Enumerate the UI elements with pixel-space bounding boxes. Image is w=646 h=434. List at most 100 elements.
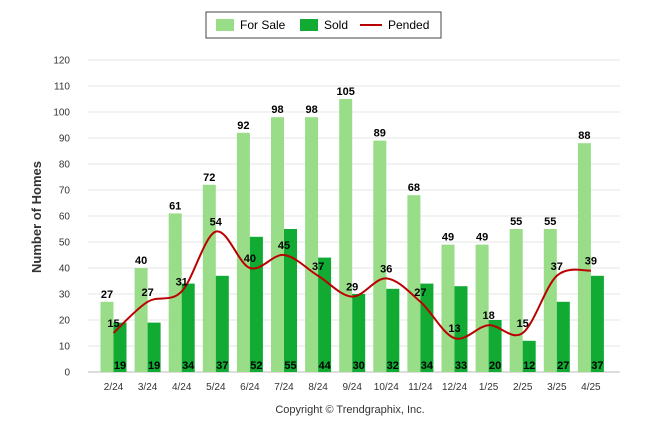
y-tick-label: 120 bbox=[53, 56, 70, 67]
data-label-for-sale: 89 bbox=[374, 128, 386, 140]
bar-for-sale bbox=[407, 195, 421, 372]
y-tick-label: 20 bbox=[59, 316, 71, 327]
data-label-pended: 27 bbox=[141, 287, 153, 299]
data-label-sold: 27 bbox=[557, 360, 569, 372]
y-tick-label: 100 bbox=[53, 108, 70, 119]
bars bbox=[100, 99, 604, 372]
bar-sold bbox=[147, 322, 161, 372]
bar-sold bbox=[522, 340, 536, 372]
data-label-for-sale: 105 bbox=[337, 86, 355, 98]
data-label-pended: 15 bbox=[517, 318, 529, 330]
y-tick-label: 10 bbox=[59, 342, 71, 353]
data-label-for-sale: 27 bbox=[101, 289, 113, 301]
data-label-sold: 20 bbox=[489, 360, 501, 372]
x-tick-label: 4/24 bbox=[172, 382, 192, 393]
data-label-for-sale: 49 bbox=[442, 232, 454, 244]
data-labels: 27 19 40 19 61 34 72 37 92 52 98 55 98 44 105 30 89 32 68 3… bbox=[101, 86, 604, 372]
data-label-pended: 54 bbox=[210, 217, 223, 229]
bar-for-sale bbox=[475, 244, 489, 372]
data-label-pended: 18 bbox=[482, 310, 494, 322]
data-label-sold: 52 bbox=[250, 360, 262, 372]
x-tick-label: 10/24 bbox=[374, 382, 399, 393]
x-tick-label: 7/24 bbox=[274, 382, 294, 393]
bar-sold bbox=[590, 275, 604, 372]
data-label-sold: 32 bbox=[387, 360, 399, 372]
legend-label-for-sale: For Sale bbox=[240, 18, 286, 32]
x-tick-label: 8/24 bbox=[308, 382, 328, 393]
bar-for-sale bbox=[202, 184, 216, 372]
legend-swatch-for-sale bbox=[216, 19, 234, 31]
x-tick-label: 3/24 bbox=[138, 382, 158, 393]
x-tick-label: 6/24 bbox=[240, 382, 260, 393]
x-axis-ticks: 2/24 3/24 4/24 5/24 6/24 7/24 8/24 9/24 10/24 11/… bbox=[104, 382, 601, 393]
data-label-pended: 27 bbox=[414, 287, 426, 299]
legend-swatch-sold bbox=[300, 19, 318, 31]
bar-for-sale bbox=[236, 132, 250, 372]
bar-for-sale bbox=[271, 117, 284, 372]
data-label-sold: 12 bbox=[523, 360, 535, 372]
data-label-pended: 29 bbox=[346, 282, 358, 294]
data-label-for-sale: 88 bbox=[578, 130, 590, 142]
data-label-for-sale: 92 bbox=[237, 120, 249, 132]
bar-sold bbox=[113, 322, 127, 372]
data-label-pended: 37 bbox=[312, 261, 324, 273]
x-tick-label: 11/24 bbox=[408, 382, 433, 393]
data-label-for-sale: 55 bbox=[510, 216, 522, 228]
data-label-sold: 55 bbox=[284, 360, 296, 372]
data-label-for-sale: 72 bbox=[203, 172, 215, 184]
bar-for-sale bbox=[100, 301, 114, 372]
y-tick-label: 90 bbox=[59, 134, 71, 145]
x-tick-label: 4/25 bbox=[581, 382, 601, 393]
x-tick-label: 2/25 bbox=[513, 382, 533, 393]
bar-sold bbox=[215, 275, 229, 372]
data-label-for-sale: 98 bbox=[271, 104, 283, 116]
bar-for-sale bbox=[509, 229, 523, 372]
bar-for-sale bbox=[305, 117, 319, 372]
data-label-sold: 19 bbox=[148, 360, 160, 372]
bar-for-sale bbox=[339, 99, 353, 372]
data-label-pended: 39 bbox=[585, 256, 597, 268]
bar-sold bbox=[386, 288, 400, 372]
y-tick-label: 60 bbox=[59, 212, 71, 223]
data-label-pended: 31 bbox=[176, 276, 188, 288]
bar-sold bbox=[181, 283, 195, 372]
x-tick-label: 9/24 bbox=[342, 382, 362, 393]
data-label-sold: 34 bbox=[421, 360, 434, 372]
data-label-pended: 36 bbox=[380, 263, 392, 275]
legend-label-sold: Sold bbox=[324, 18, 348, 32]
x-tick-label: 12/24 bbox=[442, 382, 467, 393]
data-label-pended: 45 bbox=[278, 240, 290, 252]
y-axis-label: Number of Homes bbox=[29, 161, 44, 273]
data-label-for-sale: 61 bbox=[169, 200, 181, 212]
data-label-for-sale: 55 bbox=[544, 216, 556, 228]
data-label-sold: 34 bbox=[182, 360, 195, 372]
legend: For Sale Sold Pended bbox=[205, 11, 442, 39]
y-tick-label: 70 bbox=[59, 186, 71, 197]
x-tick-label: 2/24 bbox=[104, 382, 124, 393]
bar-for-sale bbox=[577, 143, 591, 372]
footer-copyright: Copyright © Trendgraphix, Inc. bbox=[275, 404, 424, 416]
x-tick-label: 3/25 bbox=[547, 382, 567, 393]
pended-line bbox=[112, 230, 592, 340]
bar-sold bbox=[318, 257, 332, 372]
y-tick-label: 80 bbox=[59, 160, 71, 171]
bar-for-sale bbox=[441, 244, 455, 372]
data-label-sold: 37 bbox=[216, 360, 228, 372]
data-label-for-sale: 40 bbox=[135, 255, 147, 267]
bar-sold bbox=[352, 294, 366, 372]
y-tick-label: 110 bbox=[54, 82, 70, 93]
bar-for-sale bbox=[373, 140, 387, 372]
data-label-sold: 37 bbox=[591, 360, 603, 372]
bar-for-sale bbox=[543, 229, 557, 372]
bar-sold bbox=[284, 229, 297, 372]
data-label-sold: 44 bbox=[318, 360, 331, 372]
y-tick-label: 40 bbox=[59, 264, 71, 275]
legend-label-pended: Pended bbox=[388, 18, 429, 32]
data-label-for-sale: 98 bbox=[305, 104, 317, 116]
legend-frame bbox=[205, 11, 442, 39]
data-label-pended: 37 bbox=[551, 261, 563, 273]
pended-line-path bbox=[112, 230, 592, 340]
y-tick-label: 30 bbox=[59, 290, 71, 301]
data-label-for-sale: 49 bbox=[476, 232, 488, 244]
